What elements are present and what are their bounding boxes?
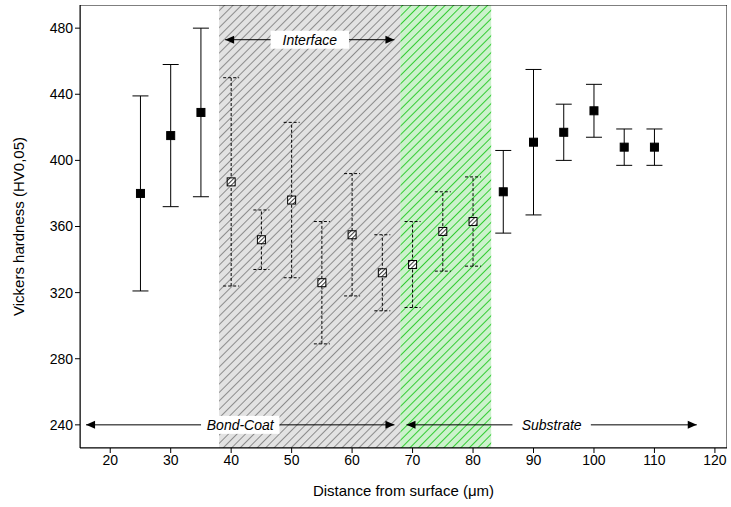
svg-text:50: 50 xyxy=(284,452,300,468)
svg-text:320: 320 xyxy=(50,285,74,301)
svg-text:Interface: Interface xyxy=(283,32,338,48)
svg-text:40: 40 xyxy=(223,452,239,468)
svg-text:480: 480 xyxy=(50,20,74,36)
svg-text:440: 440 xyxy=(50,86,74,102)
svg-text:400: 400 xyxy=(50,152,74,168)
svg-text:Bond-Coat: Bond-Coat xyxy=(207,417,275,433)
svg-text:90: 90 xyxy=(526,452,542,468)
svg-text:110: 110 xyxy=(643,452,666,468)
svg-text:60: 60 xyxy=(344,452,360,468)
svg-text:Substrate: Substrate xyxy=(522,417,582,433)
svg-text:Vickers hardness (HV0,05): Vickers hardness (HV0,05) xyxy=(10,137,27,316)
svg-text:30: 30 xyxy=(163,452,179,468)
svg-text:70: 70 xyxy=(405,452,421,468)
svg-text:240: 240 xyxy=(50,417,74,433)
svg-text:120: 120 xyxy=(703,452,723,468)
svg-text:100: 100 xyxy=(582,452,606,468)
svg-text:280: 280 xyxy=(50,351,74,367)
svg-text:Distance from surface (μm): Distance from surface (μm) xyxy=(313,482,494,499)
svg-text:360: 360 xyxy=(50,218,74,234)
svg-text:20: 20 xyxy=(102,452,118,468)
svg-text:80: 80 xyxy=(465,452,481,468)
